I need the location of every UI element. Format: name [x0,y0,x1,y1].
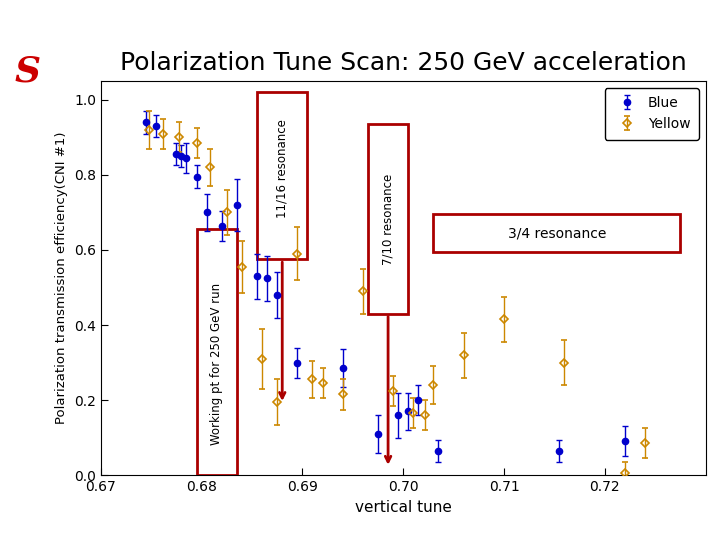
Text: 11/16 resonance: 11/16 resonance [276,119,289,218]
Bar [433,214,680,252]
Y-axis label: Polarization transmission efficiency(CNI #1): Polarization transmission efficiency(CNI… [55,132,68,424]
Bar [257,92,307,259]
X-axis label: vertical tune: vertical tune [355,500,451,515]
Bar [197,230,237,475]
Text: S: S [14,54,40,88]
Title: Polarization Tune Scan: 250 GeV acceleration: Polarization Tune Scan: 250 GeV accelera… [120,51,687,75]
Legend: Blue, Yellow: Blue, Yellow [605,88,698,139]
Text: Working pt for 250 GeV run: Working pt for 250 GeV run [210,282,223,444]
Bar [368,124,408,314]
Text: 7/10 resonance: 7/10 resonance [382,173,395,265]
Text: 3/4 resonance: 3/4 resonance [508,226,606,240]
